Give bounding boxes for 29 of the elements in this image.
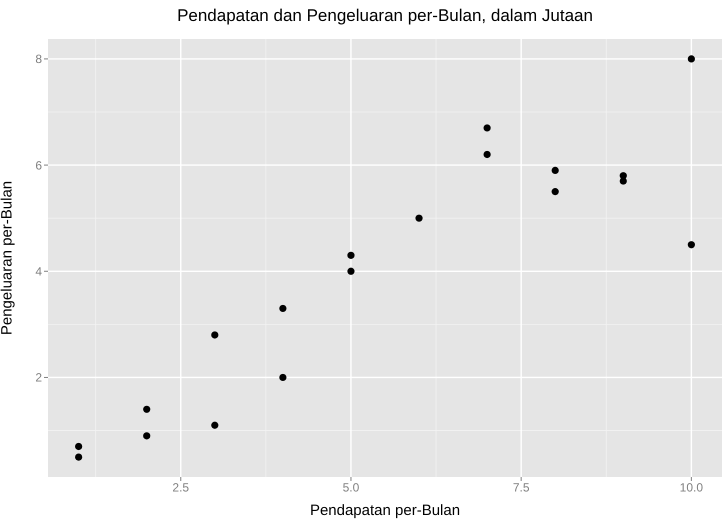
- point: [552, 188, 559, 196]
- x-tick-label: 10.0: [680, 480, 704, 495]
- point: [688, 55, 695, 63]
- point: [415, 214, 423, 222]
- point: [484, 150, 491, 158]
- point: [143, 406, 150, 413]
- point: [75, 453, 82, 461]
- x-tick-label: 2.5: [172, 480, 190, 495]
- point: [484, 124, 491, 132]
- point: [347, 268, 355, 275]
- point: [143, 432, 150, 440]
- y-tick-label: 6: [35, 158, 42, 172]
- point: [211, 331, 218, 339]
- y-axis-title: Pengeluaran per-Bulan: [0, 180, 16, 336]
- point: [211, 422, 218, 429]
- point: [279, 374, 286, 382]
- point: [688, 241, 695, 248]
- y-tick-label: 2: [35, 370, 42, 385]
- y-tick-label: 8: [35, 52, 42, 66]
- point: [75, 442, 82, 450]
- x-tick-label: 5.0: [342, 480, 360, 495]
- point: [620, 177, 627, 185]
- chart-title: Pendapatan dan Pengeluaran per-Bulan, dalam Jutaan: [176, 6, 594, 26]
- point: [552, 166, 559, 174]
- x-axis-title: Pendapatan per-Bulan: [310, 502, 460, 519]
- y-tick-label: 4: [35, 264, 42, 279]
- x-tick-label: 7.5: [512, 480, 530, 495]
- point: [347, 252, 355, 259]
- point: [279, 304, 286, 312]
